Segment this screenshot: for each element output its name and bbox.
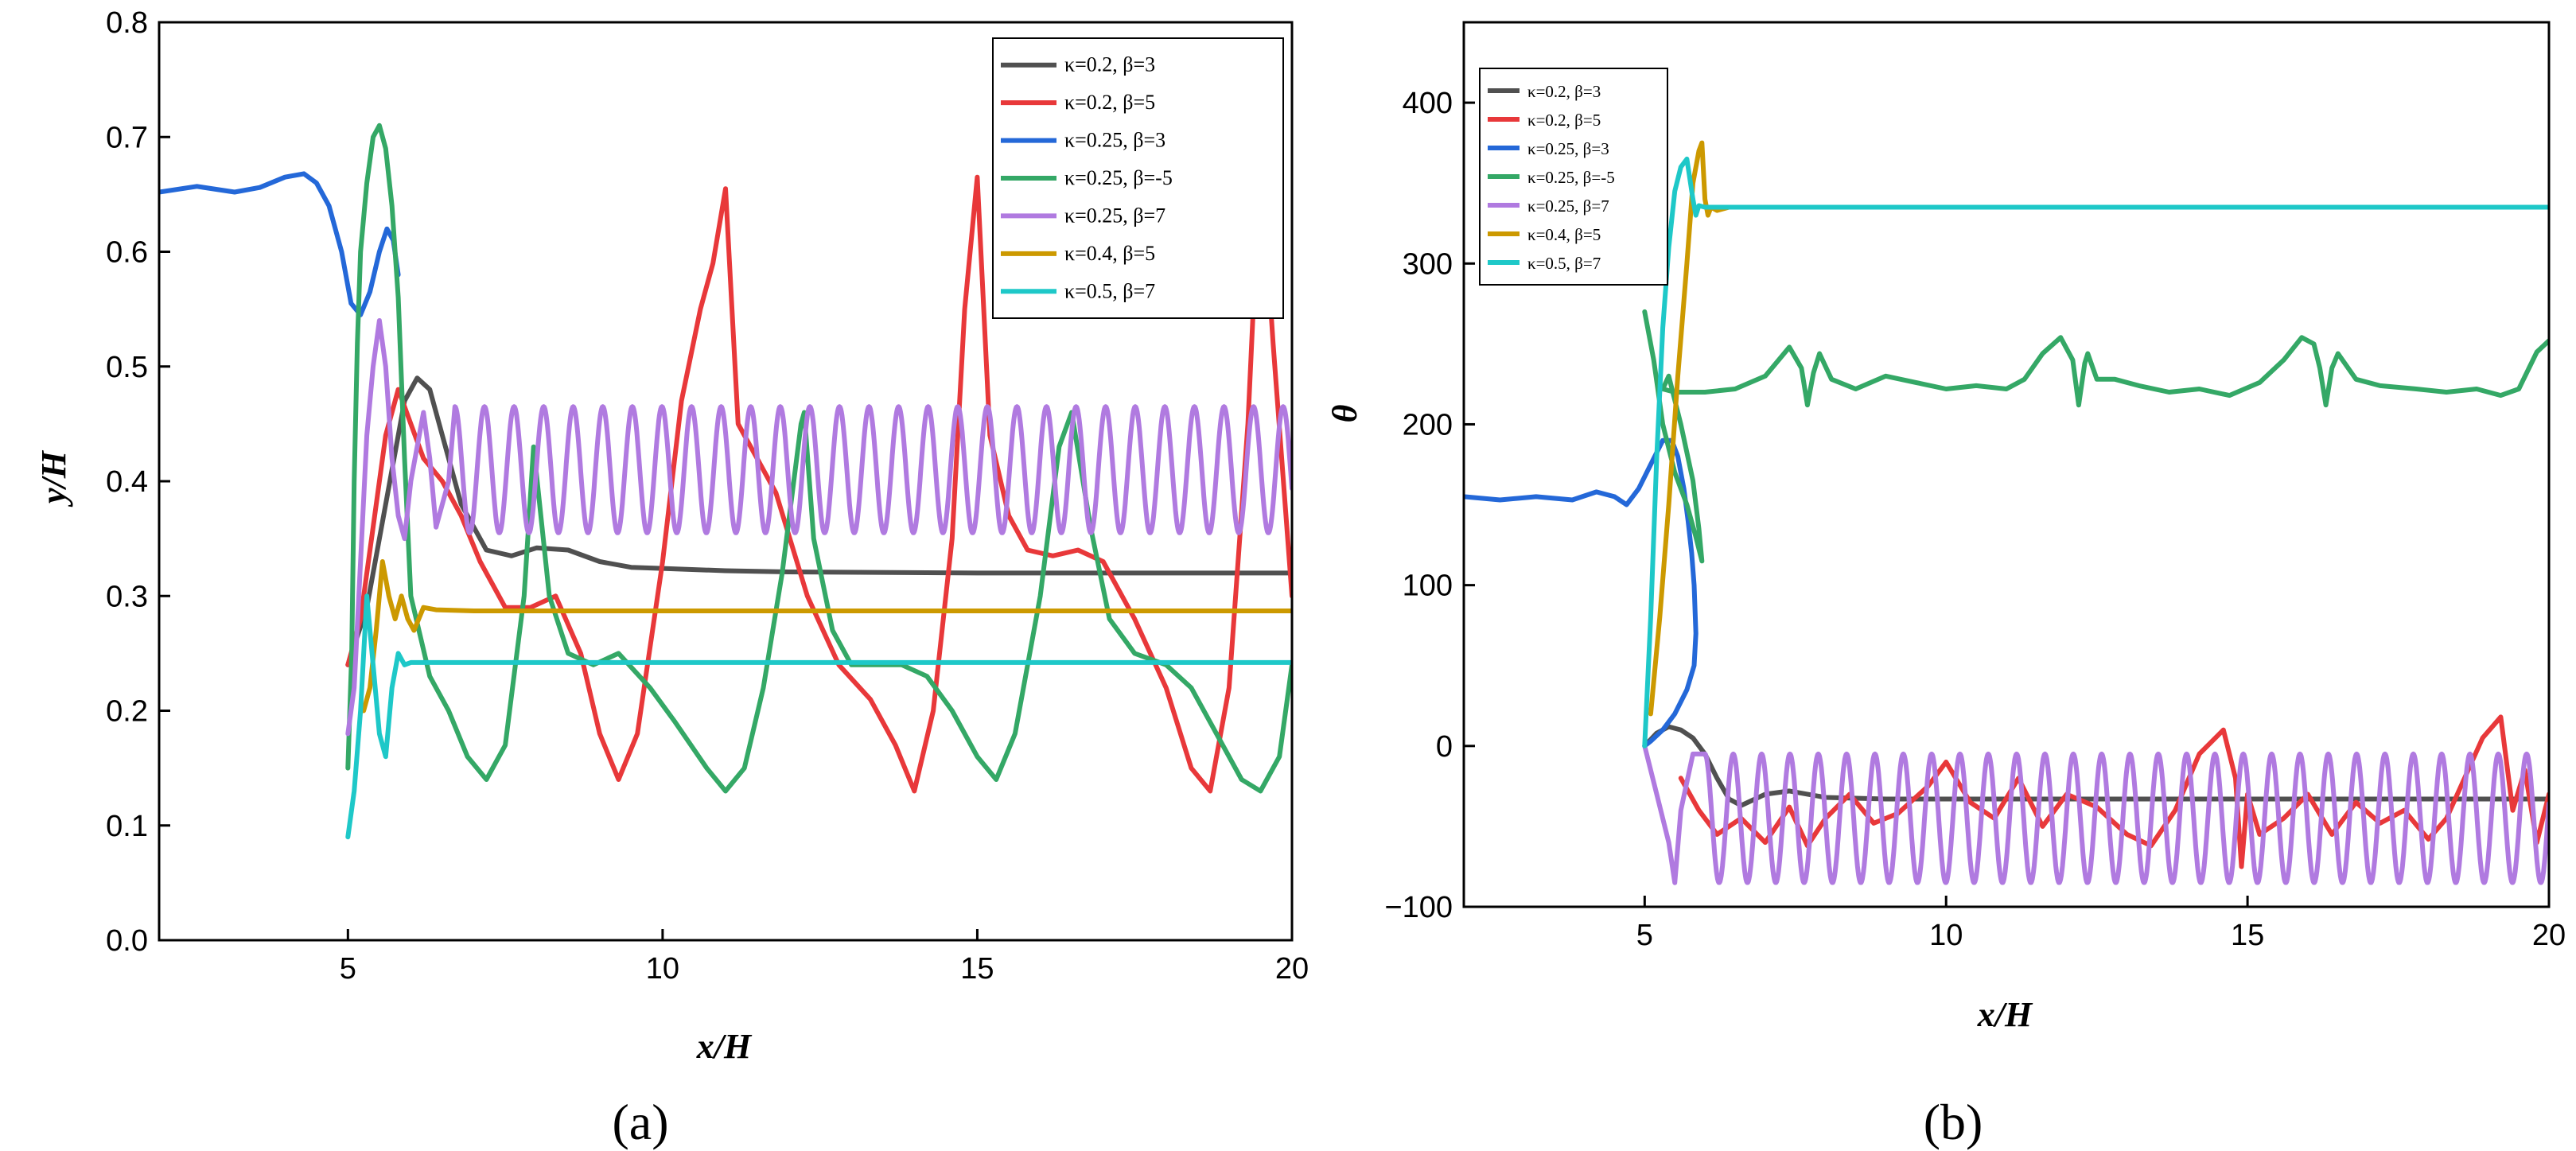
panel-a-ytick-label: 0.8 [106, 6, 148, 40]
panel-b-xlabel: x/H [1977, 995, 2033, 1034]
panel-a-ytick-label: 0.3 [106, 580, 148, 613]
panel-a-ytick-label: 0.6 [106, 236, 148, 270]
panel-b-xtick-label: 10 [1929, 919, 1963, 952]
panel-a-xtick-label: 15 [960, 952, 994, 986]
panel-a-series-6 [345, 593, 1292, 840]
panel-a-ytick-label: 0.4 [106, 465, 148, 499]
panel-a-series-1 [345, 151, 1292, 794]
panel-a-legend-label: κ=0.4, β=5 [1064, 242, 1155, 265]
panel-a-legend-label: κ=0.25, β=7 [1064, 204, 1165, 227]
panel-b-xtick-label: 15 [2231, 919, 2264, 952]
panel-b-label: (b) [1924, 1094, 1983, 1150]
panel-a-label: (a) [612, 1094, 668, 1150]
panel-b-axes: 5 10 15 20 −100 0 100 200 300 400 [1384, 21, 2566, 952]
panel-a-series-group [159, 122, 1292, 840]
panel-a-xtick-label: 5 [340, 952, 356, 986]
panel-a-legend: κ=0.2, β=3 κ=0.2, β=5 κ=0.25, β=3 κ=0.25, β… [992, 37, 1284, 319]
panel-a-xlabel: x/H [696, 1027, 753, 1066]
panel-b-ytick-label: 200 [1403, 408, 1453, 441]
panel-a-ytick-label: 0.7 [106, 121, 148, 154]
panel-a-series-4 [345, 318, 1292, 737]
panel-b-legend-label: κ=0.2, β=3 [1527, 82, 1601, 101]
panel-b-legend-label: κ=0.25, β=3 [1527, 139, 1609, 158]
panel-a-ytick-label: 0.2 [106, 695, 148, 729]
panel-a-axes: 5 10 15 20 0.0 0.1 0.2 0.3 0.4 0.5 0.6 0.7 0.8 [106, 6, 1309, 986]
panel-a-ytick-label: 0.5 [106, 351, 148, 384]
panel-b-ytick-label: 300 [1403, 247, 1453, 281]
panel-a-xtick-label: 10 [646, 952, 679, 986]
panel-b-series-3 [1642, 309, 2549, 564]
panel-b-xtick-label: 20 [2532, 919, 2566, 952]
panel-b-series-2 [1464, 437, 1699, 749]
panel-a-series-2 [159, 171, 401, 317]
panel-b-ylabel: θ [1325, 404, 1364, 422]
panel-b-legend-label: κ=0.25, β=7 [1527, 196, 1609, 216]
panel-b-ytick-label: 100 [1403, 570, 1453, 603]
panel-b-series-0 [1642, 724, 2549, 808]
panel-b-ytick-label: −100 [1384, 891, 1453, 924]
panel-b-series-4 [1642, 743, 2549, 885]
panel-a-ytick-label: 0.1 [106, 810, 148, 843]
panel-a-series-5 [361, 559, 1292, 714]
panel-a-legend-label: κ=0.25, β=-5 [1064, 166, 1173, 189]
panel-a-ytick-label: 0.0 [106, 924, 148, 958]
panel-b-xtick-label: 5 [1636, 919, 1653, 952]
panel-b-legend-label: κ=0.25, β=-5 [1527, 168, 1615, 187]
panel-b-ytick-label: 0 [1436, 730, 1453, 764]
panel-b-plot-frame [1462, 21, 2551, 908]
panel-a-legend-label: κ=0.2, β=5 [1064, 91, 1155, 114]
panel-a-xtick-label: 20 [1275, 952, 1309, 986]
panel-b-legend-label: κ=0.2, β=5 [1527, 111, 1601, 130]
panel-b-ytick-label: 400 [1403, 87, 1453, 120]
panel-a-legend-label: κ=0.25, β=3 [1064, 129, 1165, 152]
panel-b-series-6 [1642, 156, 2549, 749]
panel-a-ylabel: y/H [34, 449, 73, 507]
panel-a-chart: 5 10 15 20 0.0 0.1 0.2 0.3 0.4 0.5 0.6 0.7 0.8 κ=0.2… [34, 6, 1309, 1150]
panel-b-legend: κ=0.2, β=3 κ=0.2, β=5 κ=0.25, β=3 κ=0.25, β… [1479, 68, 1668, 286]
panel-a-legend-label: κ=0.2, β=3 [1064, 53, 1155, 76]
panel-b-legend-label: κ=0.5, β=7 [1527, 254, 1601, 273]
panel-b-series-group [1464, 140, 2549, 885]
panel-a-legend-label: κ=0.5, β=7 [1064, 279, 1155, 302]
panel-b-legend-label: κ=0.4, β=5 [1527, 225, 1601, 244]
